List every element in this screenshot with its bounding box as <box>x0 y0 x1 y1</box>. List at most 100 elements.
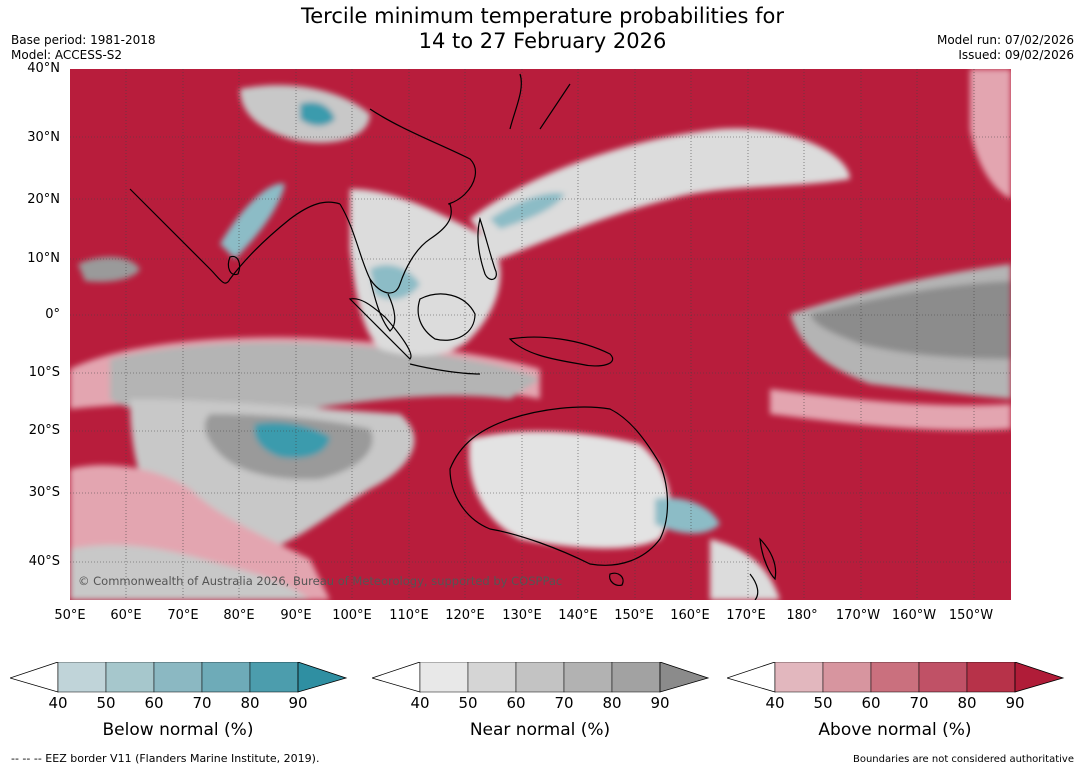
above-tick-40: 40 <box>765 694 785 712</box>
lat-label-20s: 20°S <box>28 423 60 438</box>
india-below-streak <box>220 183 285 259</box>
lon-label-100e: 100°E <box>332 608 372 623</box>
lon-label-160w: 160°W <box>891 608 937 623</box>
lon-label-130e: 130°E <box>502 608 542 623</box>
cbar-below-segment-5 <box>297 662 348 693</box>
title-line-2: 14 to 27 February 2026 <box>418 29 667 53</box>
indian-ocean-grey-band <box>110 342 540 416</box>
above-tick-80: 80 <box>957 694 977 712</box>
cbar-above-segment-4 <box>966 662 1016 693</box>
cbar-near-segment-1 <box>467 662 517 693</box>
base-period: Base period: 1981-2018 <box>11 33 156 47</box>
east-pacific-dark-grey <box>810 281 1011 359</box>
lat-label-40n: 40°N <box>27 61 60 76</box>
lon-label-170e: 170°E <box>726 608 766 623</box>
map-title: Tercile minimum temperature probabilitie… <box>0 4 1085 54</box>
near-tick-80: 80 <box>602 694 622 712</box>
south-indian-grey-band <box>70 544 310 600</box>
cbar-near-segment-4 <box>611 662 661 693</box>
lon-label-150e: 150°E <box>614 608 654 623</box>
above-tick-50: 50 <box>813 694 833 712</box>
sri-lanka-coast <box>227 255 241 276</box>
south-china-sea-grey <box>350 189 501 356</box>
north-pacific-below <box>490 192 565 229</box>
north-pacific-grey-band <box>470 128 850 259</box>
new-guinea-coast <box>508 336 614 367</box>
lon-label-80e: 80°E <box>223 608 255 623</box>
philippines-coast <box>477 216 497 281</box>
india-coast <box>129 188 341 284</box>
lon-label-60e: 60°E <box>110 608 142 623</box>
new-zealand-coast <box>749 537 777 600</box>
arabian-sea-grey <box>78 257 140 282</box>
borneo-coast <box>417 293 476 341</box>
lon-label-50e: 50°E <box>54 608 86 623</box>
cbar-near-segment-5 <box>659 662 710 693</box>
china-coast <box>369 108 477 205</box>
cbar-above-segment-0 <box>774 662 824 693</box>
lon-label-140e: 140°E <box>558 608 598 623</box>
above-normal-label: Above normal (%) <box>818 720 972 740</box>
cbar-below-segment-1 <box>105 662 155 693</box>
north-pacific-pink-fringe <box>970 69 1011 199</box>
cbar-below-segment-2 <box>153 662 203 693</box>
lat-label-10s: 10°S <box>28 365 60 380</box>
cbar-above-segment-2 <box>870 662 920 693</box>
meta-right: Model run: 07/02/2026 Issued: 09/02/2026 <box>937 33 1074 63</box>
lon-label-180: 180° <box>786 608 818 623</box>
sumatra-coast <box>348 298 412 360</box>
below-tick-40: 40 <box>48 694 68 712</box>
tasman-grey <box>710 539 780 600</box>
above-tick-60: 60 <box>861 694 881 712</box>
colorbar-below-normal <box>10 662 348 693</box>
lat-label-30s: 30°S <box>28 485 60 500</box>
below-tick-80: 80 <box>240 694 260 712</box>
lat-label-30n: 30°N <box>27 130 60 145</box>
australia-below <box>655 497 720 534</box>
model-run: Model run: 07/02/2026 <box>936 33 1074 47</box>
colorbar-near-normal <box>372 662 710 693</box>
cbar-above-arrow-left <box>727 662 776 693</box>
above-tick-70: 70 <box>909 694 929 712</box>
below-tick-60: 60 <box>144 694 164 712</box>
java-coast <box>409 363 481 375</box>
cbar-below-segment-4 <box>249 662 299 693</box>
cbar-near-segment-0 <box>419 662 469 693</box>
lon-label-160e: 160°E <box>670 608 710 623</box>
cbar-below-arrow-left <box>10 662 59 693</box>
cbar-below-segment-3 <box>201 662 251 693</box>
korea-japan-coast <box>509 73 571 130</box>
australia-light-grey <box>469 431 671 549</box>
boundaries-disclaimer: Boundaries are not considered authoritat… <box>852 754 1074 765</box>
tibet-below <box>300 102 335 126</box>
cbar-above-segment-3 <box>918 662 968 693</box>
copyright-notice: © Commonwealth of Australia 2026, Bureau… <box>78 574 562 588</box>
model-name: Model: ACCESS-S2 <box>11 48 123 62</box>
lat-label-40s: 40°S <box>28 554 60 569</box>
below-tick-50: 50 <box>96 694 116 712</box>
issued-date: Issued: 09/02/2026 <box>958 48 1074 62</box>
indian-ocean-below-patch <box>254 422 330 459</box>
lat-label-0: 0° <box>45 307 60 322</box>
near-tick-70: 70 <box>554 694 574 712</box>
above-tick-90: 90 <box>1005 694 1025 712</box>
lon-label-110e: 110°E <box>389 608 429 623</box>
cbar-below-segment-0 <box>57 662 107 693</box>
cbar-near-arrow-left <box>372 662 421 693</box>
near-tick-60: 60 <box>506 694 526 712</box>
lon-label-170w: 170°W <box>835 608 881 623</box>
lon-label-90e: 90°E <box>280 608 312 623</box>
colorbar-above-normal <box>727 662 1065 693</box>
east-pacific-pink-fringe <box>770 389 1011 431</box>
near-normal-label: Near normal (%) <box>469 720 611 740</box>
cbar-near-segment-3 <box>563 662 613 693</box>
meta-left: Base period: 1981-2018 Model: ACCESS-S2 <box>11 33 156 63</box>
eez-border-note: -- -- -- EEZ border V11 (Flanders Marine… <box>11 752 320 765</box>
below-tick-90: 90 <box>288 694 308 712</box>
near-tick-40: 40 <box>410 694 430 712</box>
malay-peninsula-coast <box>369 278 396 332</box>
title-line-1: Tercile minimum temperature probabilitie… <box>300 4 785 28</box>
coastlines <box>129 73 777 600</box>
cbar-above-segment-5 <box>1014 662 1065 693</box>
lon-label-120e: 120°E <box>445 608 485 623</box>
